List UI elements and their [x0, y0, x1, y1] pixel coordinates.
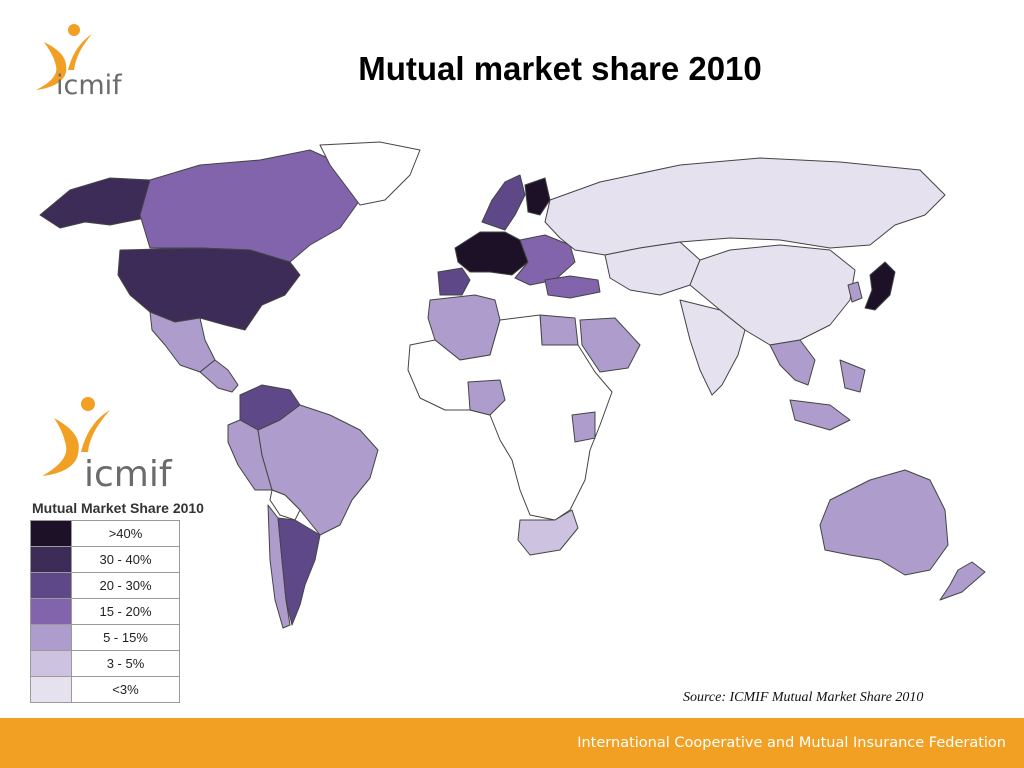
region-southeast-asia — [769, 339, 866, 431]
source-note: Source: ICMIF Mutual Market Share 2010 — [683, 690, 924, 705]
region-western-europe — [454, 231, 529, 276]
region-canada — [139, 149, 361, 263]
region-kenya — [571, 411, 596, 443]
legend-row: 15 - 20% — [30, 599, 180, 625]
logo-text: icmif — [56, 70, 122, 101]
legend-row: 20 - 30% — [30, 573, 180, 599]
legend-logo-text: icmif — [84, 454, 172, 495]
footer-bar: International Cooperative and Mutual Ins… — [0, 718, 1024, 768]
region-australia — [819, 469, 949, 576]
region-scandinavia — [481, 174, 526, 231]
legend-swatch — [31, 547, 72, 572]
region-korea — [847, 281, 863, 303]
legend-title: Mutual Market Share 2010 — [32, 500, 204, 516]
legend-row: >40% — [30, 520, 180, 547]
region-nigeria — [467, 379, 506, 416]
world-map — [39, 141, 986, 629]
region-iberia — [437, 267, 471, 296]
region-mexico — [149, 311, 216, 373]
region-usa — [117, 247, 301, 331]
legend-label: 15 - 20% — [99, 604, 152, 619]
legend-row: 5 - 15% — [30, 625, 180, 651]
legend-label: 5 - 15% — [103, 630, 148, 645]
region-greenland — [319, 141, 421, 206]
legend-swatch — [31, 521, 72, 546]
region-turkey — [544, 275, 601, 299]
legend-row: 30 - 40% — [30, 547, 180, 573]
icmif-figure-icon — [42, 397, 110, 476]
region-russia — [544, 157, 946, 256]
region-argentina — [277, 517, 321, 626]
slide-title: Mutual market share 2010 — [358, 50, 762, 87]
legend-swatch — [31, 573, 72, 598]
legend-table: >40% 30 - 40% 20 - 30% 15 - 20% 5 - 15% … — [30, 520, 180, 703]
map-legend: icmif Mutual Market Share 2010 >40% 30 -… — [26, 392, 266, 708]
region-central-america — [199, 359, 239, 393]
legend-label: >40% — [108, 526, 143, 541]
legend-label: <3% — [112, 682, 139, 697]
region-japan — [864, 261, 896, 311]
legend-row: 3 - 5% — [30, 651, 180, 677]
region-new-zealand — [939, 561, 986, 601]
legend-label: 3 - 5% — [106, 656, 145, 671]
region-india — [679, 299, 746, 396]
legend-label: 20 - 30% — [99, 578, 152, 593]
region-south-africa — [517, 509, 579, 556]
legend-swatch — [31, 599, 72, 624]
legend-swatch — [31, 625, 72, 650]
icmif-logo: icmif — [22, 20, 132, 101]
region-finland — [524, 177, 551, 216]
legend-row: <3% — [30, 677, 180, 703]
icmif-figure-icon — [36, 24, 92, 90]
footer-text: International Cooperative and Mutual Ins… — [577, 735, 1006, 751]
legend-swatch — [31, 651, 72, 676]
region-saudi-arabia — [579, 317, 641, 373]
legend-label: 30 - 40% — [99, 552, 152, 567]
legend-swatch — [31, 677, 72, 702]
region-egypt — [539, 314, 579, 346]
